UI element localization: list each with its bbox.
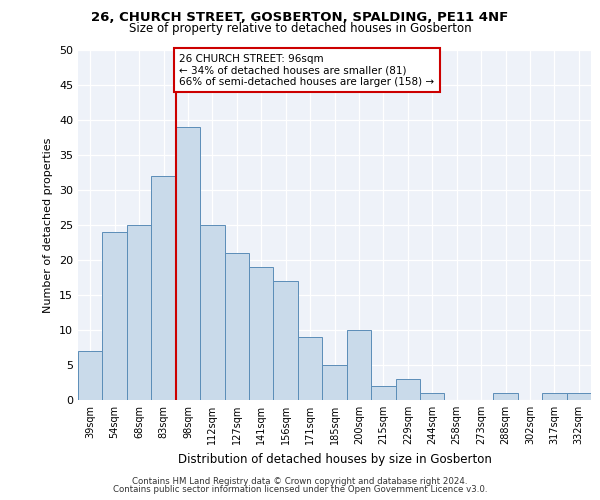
Text: Size of property relative to detached houses in Gosberton: Size of property relative to detached ho… (128, 22, 472, 35)
Bar (224, 253, 249, 400)
Bar (493, 393, 518, 400)
Y-axis label: Number of detached properties: Number of detached properties (43, 138, 53, 312)
Bar (249, 267, 274, 400)
Bar (395, 379, 420, 400)
Bar (103, 232, 127, 400)
Bar (347, 330, 371, 400)
Bar (322, 365, 347, 400)
Text: 26 CHURCH STREET: 96sqm
← 34% of detached houses are smaller (81)
66% of semi-de: 26 CHURCH STREET: 96sqm ← 34% of detache… (179, 54, 434, 86)
Bar (151, 176, 176, 400)
Bar (127, 225, 151, 400)
Text: Contains HM Land Registry data © Crown copyright and database right 2024.: Contains HM Land Registry data © Crown c… (132, 477, 468, 486)
Bar (200, 225, 224, 400)
Bar (176, 127, 200, 400)
Bar (420, 393, 445, 400)
Text: Contains public sector information licensed under the Open Government Licence v3: Contains public sector information licen… (113, 485, 487, 494)
Bar (566, 393, 591, 400)
Bar (371, 386, 395, 400)
Bar (274, 281, 298, 400)
Text: 26, CHURCH STREET, GOSBERTON, SPALDING, PE11 4NF: 26, CHURCH STREET, GOSBERTON, SPALDING, … (91, 11, 509, 24)
Bar (542, 393, 566, 400)
Bar (78, 351, 103, 400)
Bar (298, 337, 322, 400)
X-axis label: Distribution of detached houses by size in Gosberton: Distribution of detached houses by size … (178, 452, 491, 466)
